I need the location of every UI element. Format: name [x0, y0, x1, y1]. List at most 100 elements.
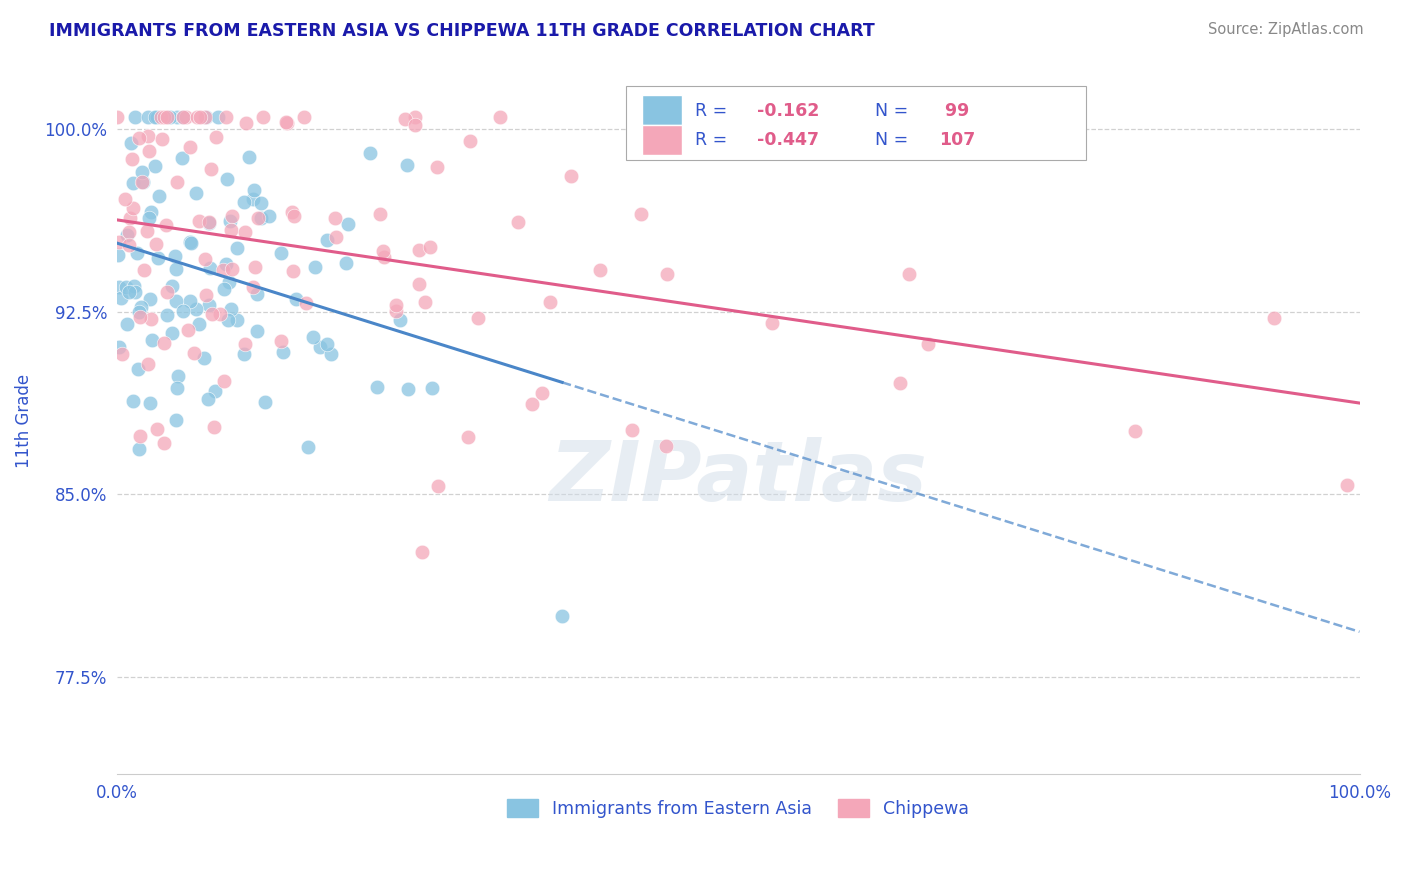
Point	[215, 110, 238, 124]
Point	[146, 251, 169, 265]
Point	[217, 312, 239, 326]
Point	[467, 310, 489, 325]
Point	[589, 262, 612, 277]
Point	[184, 186, 207, 200]
Point	[115, 228, 138, 243]
Point	[898, 268, 921, 282]
Point	[179, 140, 201, 154]
Point	[889, 376, 911, 390]
Point	[427, 479, 450, 493]
Point	[233, 225, 256, 239]
Point	[108, 235, 131, 250]
Point	[621, 423, 644, 437]
Text: N =: N =	[875, 131, 914, 150]
Point	[211, 263, 233, 277]
Point	[254, 395, 277, 409]
Point	[193, 351, 215, 365]
Point	[166, 368, 188, 383]
Point	[139, 293, 162, 307]
Point	[143, 159, 166, 173]
Point	[1263, 311, 1285, 326]
Point	[114, 279, 136, 293]
Point	[283, 209, 305, 223]
Point	[132, 263, 155, 277]
FancyBboxPatch shape	[643, 125, 682, 154]
Point	[373, 244, 395, 258]
Point	[200, 161, 222, 176]
Point	[153, 336, 176, 351]
Point	[118, 225, 141, 239]
Point	[270, 246, 292, 260]
Point	[205, 130, 228, 145]
Point	[238, 151, 260, 165]
Point	[150, 132, 173, 146]
Point	[457, 430, 479, 444]
Point	[124, 285, 146, 299]
Point	[149, 110, 172, 124]
Point	[408, 243, 430, 257]
Point	[128, 305, 150, 319]
Point	[309, 340, 332, 354]
Point	[180, 236, 202, 251]
Point	[208, 308, 231, 322]
Point	[138, 358, 160, 372]
Point	[420, 381, 443, 395]
Point	[136, 224, 159, 238]
Point	[194, 110, 217, 124]
Point	[129, 310, 152, 324]
Point	[219, 213, 242, 227]
Point	[122, 176, 145, 190]
Point	[141, 311, 163, 326]
Point	[159, 110, 181, 124]
Point	[404, 110, 426, 124]
Point	[121, 393, 143, 408]
Point	[146, 422, 169, 436]
Point	[226, 241, 249, 255]
Point	[218, 275, 240, 289]
Point	[143, 110, 166, 124]
Point	[204, 384, 226, 399]
Point	[302, 330, 325, 344]
Point	[177, 323, 200, 337]
Point	[214, 282, 236, 296]
Point	[530, 385, 553, 400]
Point	[139, 396, 162, 410]
Point	[128, 429, 150, 443]
Point	[281, 205, 304, 219]
Point	[197, 215, 219, 229]
Point	[215, 171, 238, 186]
Point	[250, 211, 273, 225]
Point	[172, 110, 194, 124]
Text: 99: 99	[939, 102, 970, 120]
Point	[233, 337, 256, 351]
Point	[139, 205, 162, 219]
Point	[198, 298, 221, 312]
Point	[246, 325, 269, 339]
Point	[538, 295, 561, 310]
Point	[122, 279, 145, 293]
Point	[304, 260, 326, 274]
Point	[118, 238, 141, 252]
Point	[233, 347, 256, 361]
Point	[172, 303, 194, 318]
Point	[252, 110, 274, 124]
Point	[136, 110, 159, 124]
Point	[179, 293, 201, 308]
FancyBboxPatch shape	[643, 95, 682, 125]
Point	[270, 334, 292, 348]
Point	[235, 116, 257, 130]
Point	[188, 110, 211, 124]
Text: ZIPatlas: ZIPatlas	[550, 437, 927, 518]
Point	[219, 302, 242, 317]
Point	[128, 131, 150, 145]
Point	[242, 280, 264, 294]
Point	[138, 144, 160, 158]
Point	[233, 195, 256, 210]
Point	[250, 196, 273, 211]
Text: N =: N =	[875, 102, 914, 120]
Point	[179, 235, 201, 250]
Point	[560, 169, 582, 183]
Point	[166, 110, 188, 124]
Point	[359, 146, 381, 161]
Text: R =: R =	[695, 102, 733, 120]
